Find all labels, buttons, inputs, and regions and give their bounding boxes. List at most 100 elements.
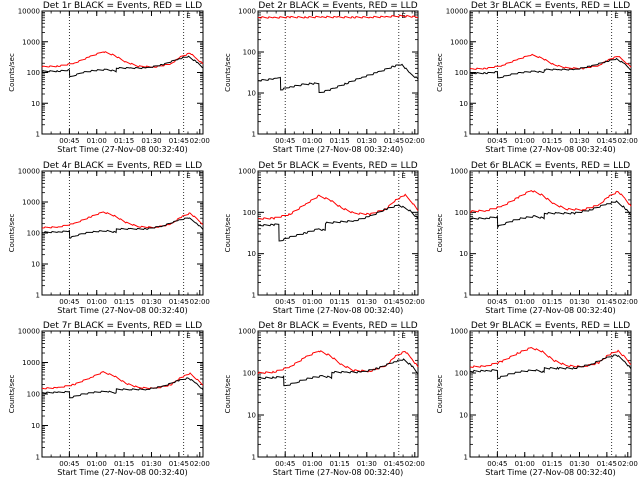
x-tick-label: 01:30: [357, 460, 377, 468]
e-marker: E: [186, 332, 190, 340]
x-tick-label: 01:00: [87, 460, 107, 468]
y-tick-label: 10: [247, 412, 256, 420]
y-tick-label: 100: [243, 49, 256, 57]
x-tick-label: 00:45: [487, 137, 507, 145]
e-marker: E: [186, 12, 190, 20]
lld-series-line: [469, 190, 632, 213]
y-tick-label: 10: [247, 90, 256, 98]
x-tick-label: 01:15: [114, 298, 134, 306]
y-tick-label: 1000: [450, 328, 468, 336]
x-tick-label: 00:45: [487, 460, 507, 468]
y-tick-label: 1000: [22, 199, 40, 207]
x-tick-label: 01:45: [169, 298, 189, 306]
x-tick-label: 01:00: [515, 137, 535, 145]
y-tick-label: 1000: [450, 168, 468, 176]
x-tick-label: 01:45: [384, 137, 404, 145]
x-axis-label: Start Time (27-Nov-08 00:32:40): [57, 145, 187, 154]
detector-plot-1: Det 1r BLACK = Events, RED = LLD 1 10 100 10…: [8, 1, 210, 154]
y-axis-label: Counts/sec: [224, 214, 232, 253]
y-tick-label: 10000: [18, 8, 40, 16]
y-tick-label: 10: [247, 250, 256, 258]
y-tick-label: 10000: [18, 168, 40, 176]
x-tick-label: 00:45: [59, 298, 79, 306]
plot-frame: [257, 10, 419, 135]
y-axis-label: Counts/sec: [224, 53, 232, 92]
x-tick-label: 01:30: [569, 137, 589, 145]
y-tick-label: 1000: [238, 8, 256, 16]
x-axis-label: Start Time (27-Nov-08 00:32:40): [273, 306, 403, 315]
y-tick-label: 10: [459, 412, 468, 420]
y-tick-label: 100: [455, 370, 468, 378]
y-tick-label: 100: [27, 69, 40, 77]
lld-series-line: [41, 51, 204, 69]
plot-frame: [257, 170, 419, 296]
x-tick-label: 00:45: [275, 460, 295, 468]
y-tick-label: 100: [243, 209, 256, 217]
x-tick-label: 02:00: [618, 460, 638, 468]
detector-plot-6: Det 6r BLACK = Events, RED = LLD 1 10 100 10…: [436, 161, 638, 315]
y-tick-label: 1000: [22, 359, 40, 367]
plot-frame: [41, 330, 204, 458]
y-tick-label: 100: [455, 69, 468, 77]
detector-plot-7: Det 7r BLACK = Events, RED = LLD 1 10 100 10…: [8, 321, 210, 477]
x-tick-label: 01:30: [357, 298, 377, 306]
plot-title: Det 4r BLACK = Events, RED = LLD: [43, 161, 202, 171]
y-tick-label: 10: [31, 261, 40, 269]
y-tick-label: 1000: [450, 38, 468, 46]
x-tick-label: 01:15: [330, 137, 350, 145]
y-axis-label: Counts/sec: [8, 53, 16, 92]
x-tick-label: 02:00: [405, 460, 425, 468]
x-tick-label: 01:45: [169, 460, 189, 468]
lld-series-line: [257, 193, 419, 220]
detector-plot-3: Det 3r BLACK = Events, RED = LLD 1 10 100 10…: [436, 1, 638, 154]
plot-title: Det 9r BLACK = Events, RED = LLD: [471, 321, 630, 331]
y-tick-label: 1: [252, 292, 256, 300]
plot-title: Det 2r BLACK = Events, RED = LLD: [258, 1, 417, 11]
x-tick-label: 00:45: [487, 298, 507, 306]
x-tick-label: 01:15: [330, 298, 350, 306]
plot-frame: [41, 170, 204, 296]
lld-series-line: [257, 14, 419, 19]
y-tick-label: 1: [36, 131, 40, 139]
x-tick-label: 01:15: [542, 460, 562, 468]
lld-series-line: [257, 350, 419, 375]
detector-plot-8: Det 8r BLACK = Events, RED = LLD 1 10 100 10…: [224, 321, 425, 477]
y-tick-label: 10: [31, 100, 40, 108]
x-tick-label: 01:00: [87, 298, 107, 306]
y-axis-label: Counts/sec: [436, 375, 444, 414]
x-tick-label: 00:45: [59, 460, 79, 468]
plot-title: Det 8r BLACK = Events, RED = LLD: [258, 321, 417, 331]
y-tick-label: 1: [464, 454, 468, 462]
events-series-line: [257, 63, 419, 93]
e-marker: E: [186, 172, 190, 180]
e-marker: E: [614, 172, 618, 180]
events-series-line: [257, 204, 419, 242]
x-axis-label: Start Time (27-Nov-08 00:32:40): [57, 468, 187, 477]
x-tick-label: 01:15: [114, 460, 134, 468]
y-axis-label: Counts/sec: [436, 53, 444, 92]
x-tick-label: 02:00: [190, 460, 210, 468]
x-tick-label: 00:45: [275, 137, 295, 145]
x-tick-label: 00:45: [59, 137, 79, 145]
plot-title: Det 5r BLACK = Events, RED = LLD: [258, 161, 417, 171]
y-tick-label: 1: [36, 454, 40, 462]
detector-plot-2: Det 2r BLACK = Events, RED = LLD 1 10 100 10…: [224, 1, 425, 154]
x-axis-label: Start Time (27-Nov-08 00:32:40): [485, 145, 615, 154]
y-tick-label: 1: [252, 454, 256, 462]
plot-title: Det 6r BLACK = Events, RED = LLD: [471, 161, 630, 171]
y-tick-label: 1000: [22, 38, 40, 46]
x-tick-label: 01:45: [384, 460, 404, 468]
y-tick-label: 10000: [18, 328, 40, 336]
y-tick-label: 10: [459, 250, 468, 258]
x-tick-label: 01:15: [330, 460, 350, 468]
x-tick-label: 01:00: [302, 298, 322, 306]
x-axis-label: Start Time (27-Nov-08 00:32:40): [273, 145, 403, 154]
x-tick-label: 01:00: [87, 137, 107, 145]
events-series-line: [469, 200, 632, 230]
detector-plot-4: Det 4r BLACK = Events, RED = LLD 1 10 100 10…: [8, 161, 210, 315]
y-tick-label: 1: [464, 292, 468, 300]
lld-series-line: [469, 53, 632, 70]
y-axis-label: Counts/sec: [8, 375, 16, 414]
y-tick-label: 100: [27, 391, 40, 399]
